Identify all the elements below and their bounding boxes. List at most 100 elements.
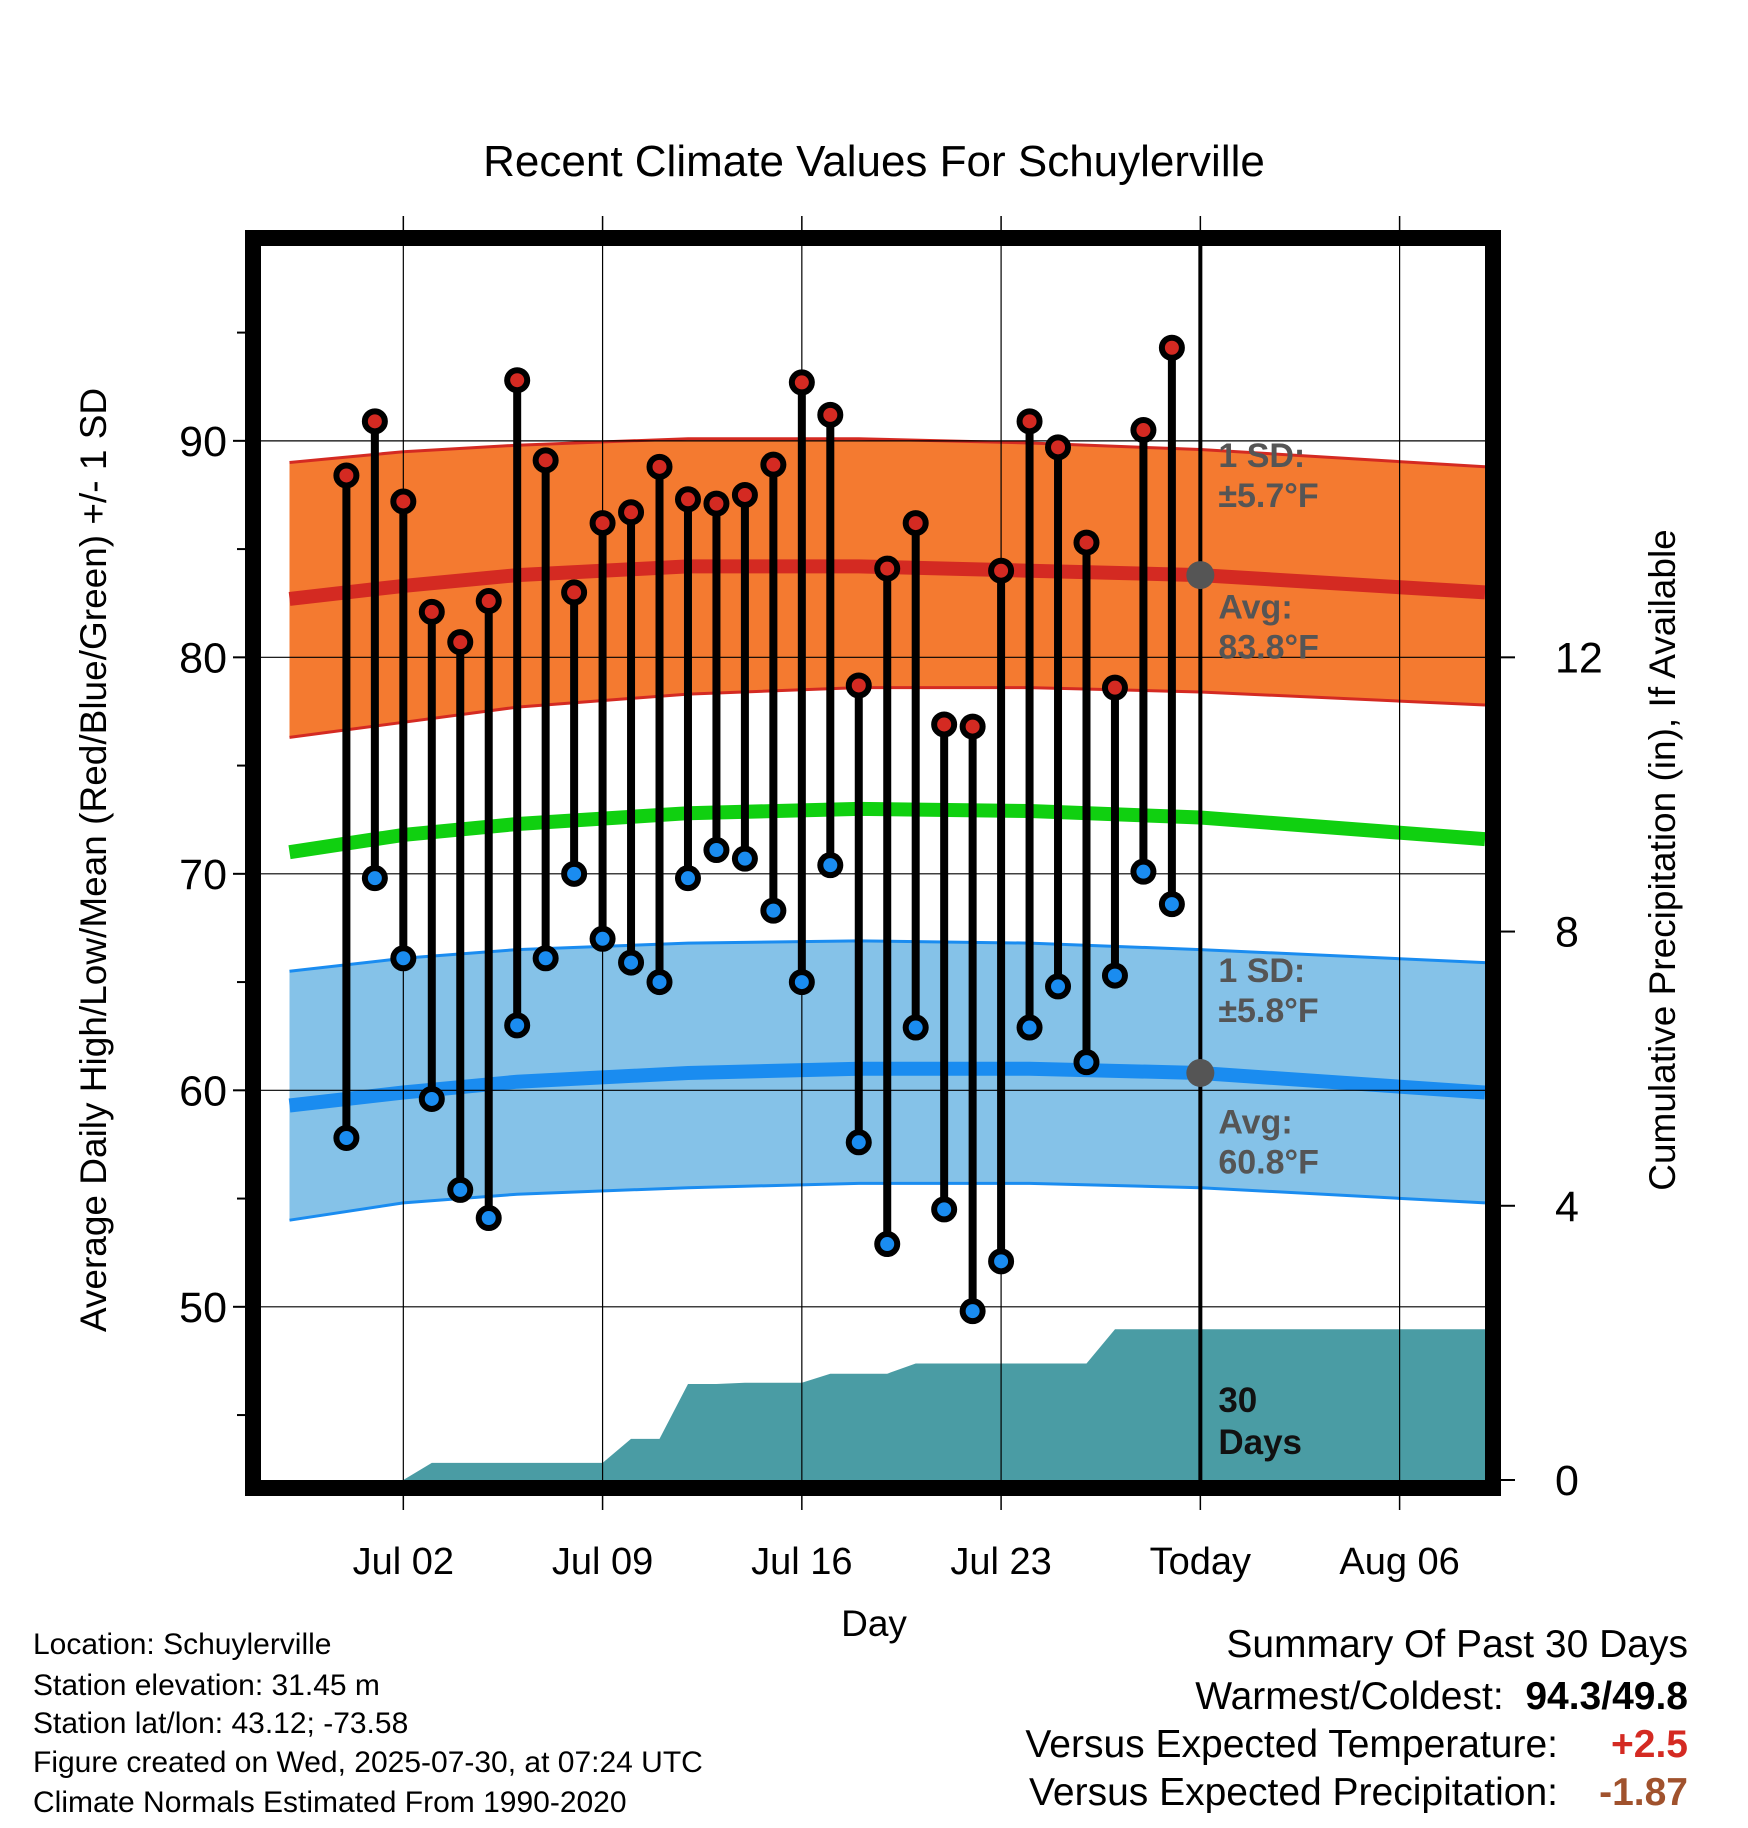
x-tick-label: Jul 02 [353, 1541, 454, 1583]
x-axis-label: Day [841, 1603, 907, 1644]
daily-high-point [333, 462, 360, 489]
info-location: Location: Schuylerville [33, 1628, 332, 1661]
daily-low-point [1016, 1014, 1043, 1041]
daily-high-point [1130, 417, 1157, 444]
daily-high-point [504, 367, 531, 394]
low-minus-sd-line [289, 1181, 1485, 1222]
daily-high-point [988, 557, 1015, 584]
daily-low-point [1101, 962, 1128, 989]
today-high-marker [1186, 561, 1215, 590]
daily-high-point [674, 486, 701, 513]
summary-title: Summary Of Past 30 Days [1226, 1623, 1688, 1666]
days-label-line-1: Days [1218, 1423, 1302, 1462]
low-avg-annotation-line-1: 60.8°F [1218, 1144, 1319, 1182]
daily-low-point [788, 969, 815, 996]
daily-high-point [618, 499, 645, 526]
daily-high-point [561, 579, 588, 606]
daily-low-point [333, 1124, 360, 1151]
x-tick-label: Aug 06 [1339, 1541, 1459, 1583]
daily-high-point [532, 447, 559, 474]
daily-high-point [447, 629, 474, 656]
daily-low-point [1073, 1049, 1100, 1076]
daily-low-point [703, 837, 730, 864]
daily-low-point [618, 949, 645, 976]
daily-low-point [390, 945, 417, 972]
warm-cold-separator: / [1601, 1675, 1613, 1718]
daily-low-point [1130, 858, 1157, 885]
y-tick-label: 70 [179, 851, 227, 899]
daily-high-point [646, 453, 673, 480]
daily-high-point [817, 401, 844, 428]
y2-axis-label: Cumulative Precipitation (in), If Availa… [1642, 529, 1683, 1191]
daily-low-point [1158, 891, 1185, 918]
daily-high-point [931, 711, 958, 738]
daily-high-point [845, 672, 872, 699]
today-low-marker [1186, 1058, 1215, 1087]
daily-high-point [760, 451, 787, 478]
daily-high-point [902, 510, 929, 537]
y2-tick-label: 12 [1555, 634, 1603, 682]
precip-value: -1.87 [1599, 1771, 1688, 1814]
info-normals: Climate Normals Estimated From 1990-2020 [33, 1786, 627, 1819]
daily-low-point [845, 1129, 872, 1156]
daily-high-point [418, 598, 445, 625]
y-tick-label: 80 [179, 634, 227, 682]
days-label-line-0: 30 [1218, 1381, 1257, 1420]
daily-low-point [988, 1248, 1015, 1275]
y2-tick-label: 8 [1555, 909, 1579, 957]
daily-high-point [1073, 529, 1100, 556]
daily-high-point [390, 488, 417, 515]
daily-low-point [475, 1205, 502, 1232]
daily-low-point [959, 1298, 986, 1325]
x-tick-label: Jul 09 [552, 1541, 653, 1583]
daily-low-point [817, 852, 844, 879]
daily-low-point [504, 1012, 531, 1039]
daily-high-point [475, 588, 502, 615]
info-elevation: Station elevation: 31.45 m [33, 1669, 380, 1702]
y2-tick-label: 4 [1555, 1183, 1579, 1231]
summary-temp: Versus Expected Temperature: +2.5 [1025, 1725, 1688, 1764]
low-sd-annotation-line-1: ±5.8°F [1218, 992, 1318, 1030]
daily-high-point [703, 490, 730, 517]
plot-frame [245, 230, 1501, 1496]
temp-value: +2.5 [1611, 1723, 1688, 1766]
daily-low-point [418, 1085, 445, 1112]
daily-high-point [959, 713, 986, 740]
daily-low-point [589, 925, 616, 952]
daily-low-point [532, 945, 559, 972]
daily-high-point [1158, 334, 1185, 361]
daily-low-point [760, 897, 787, 924]
daily-low-point [447, 1176, 474, 1203]
daily-low-point [874, 1231, 901, 1258]
x-tick-label: Jul 16 [751, 1541, 852, 1583]
daily-high-point [731, 481, 758, 508]
daily-high-point [589, 510, 616, 537]
y2-tick-label: 0 [1555, 1457, 1579, 1505]
y-tick-label: 60 [179, 1067, 227, 1115]
chart-title: Recent Climate Values For Schuylerville [483, 137, 1265, 186]
y-tick-label: 90 [179, 418, 227, 466]
daily-low-point [361, 865, 388, 892]
info-latlon: Station lat/lon: 43.12; -73.58 [33, 1707, 409, 1740]
low-avg-annotation-line-0: Avg: [1218, 1104, 1292, 1142]
daily-low-point [931, 1196, 958, 1223]
daily-high-point [788, 369, 815, 396]
temp-label: Versus Expected Temperature: [1025, 1723, 1558, 1766]
daily-low-point [674, 865, 701, 892]
daily-low-point [1045, 973, 1072, 1000]
high-sd-annotation-line-1: ±5.7°F [1218, 477, 1318, 515]
daily-high-point [874, 555, 901, 582]
summary-precip: Versus Expected Precipitation: -1.87 [1029, 1773, 1688, 1812]
precip-area [346, 1329, 1485, 1480]
daily-high-point [1045, 434, 1072, 461]
y-tick-label: 50 [179, 1284, 227, 1332]
daily-high-point [1101, 674, 1128, 701]
daily-low-point [731, 845, 758, 872]
high-avg-annotation-line-0: Avg: [1218, 588, 1292, 626]
x-tick-label: Jul 23 [950, 1541, 1051, 1583]
high-avg-annotation-line-1: 83.8°F [1218, 628, 1319, 666]
high-sd-annotation-line-0: 1 SD: [1218, 437, 1305, 475]
warmest-value: 94.3 [1525, 1675, 1602, 1718]
